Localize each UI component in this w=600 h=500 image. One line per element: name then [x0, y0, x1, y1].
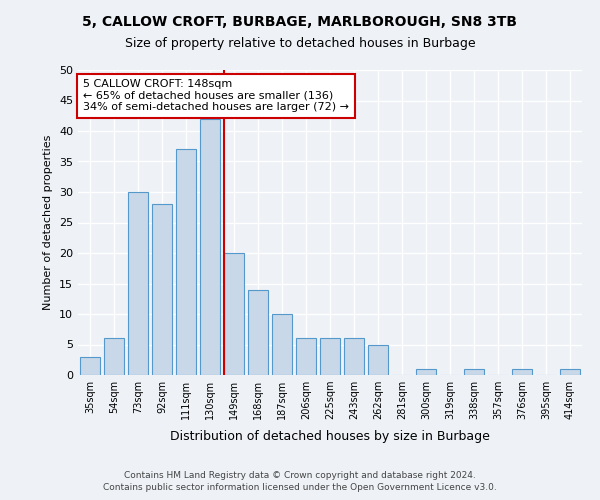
- Text: Contains public sector information licensed under the Open Government Licence v3: Contains public sector information licen…: [103, 484, 497, 492]
- Bar: [416, 369, 436, 375]
- Bar: [272, 314, 292, 375]
- Bar: [176, 150, 196, 375]
- Text: Size of property relative to detached houses in Burbage: Size of property relative to detached ho…: [125, 38, 475, 51]
- Bar: [80, 356, 100, 375]
- Bar: [464, 369, 484, 375]
- Bar: [104, 338, 124, 375]
- Bar: [128, 192, 148, 375]
- Bar: [152, 204, 172, 375]
- Bar: [200, 119, 220, 375]
- Text: 5, CALLOW CROFT, BURBAGE, MARLBOROUGH, SN8 3TB: 5, CALLOW CROFT, BURBAGE, MARLBOROUGH, S…: [83, 15, 517, 29]
- Y-axis label: Number of detached properties: Number of detached properties: [43, 135, 53, 310]
- Bar: [296, 338, 316, 375]
- Bar: [368, 344, 388, 375]
- Bar: [224, 253, 244, 375]
- Text: Contains HM Land Registry data © Crown copyright and database right 2024.: Contains HM Land Registry data © Crown c…: [124, 471, 476, 480]
- X-axis label: Distribution of detached houses by size in Burbage: Distribution of detached houses by size …: [170, 430, 490, 444]
- Bar: [560, 369, 580, 375]
- Bar: [512, 369, 532, 375]
- Bar: [248, 290, 268, 375]
- Bar: [344, 338, 364, 375]
- Text: 5 CALLOW CROFT: 148sqm
← 65% of detached houses are smaller (136)
34% of semi-de: 5 CALLOW CROFT: 148sqm ← 65% of detached…: [83, 79, 349, 112]
- Bar: [320, 338, 340, 375]
